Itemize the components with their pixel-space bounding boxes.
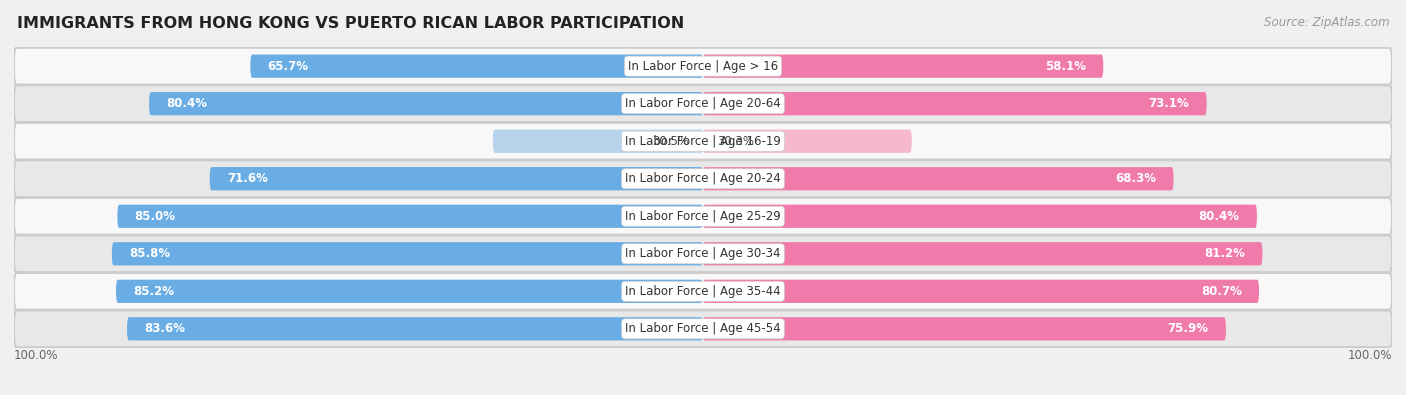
Text: 85.0%: 85.0% <box>135 210 176 223</box>
FancyBboxPatch shape <box>127 317 703 340</box>
FancyBboxPatch shape <box>14 85 1392 122</box>
Text: In Labor Force | Age 20-24: In Labor Force | Age 20-24 <box>626 172 780 185</box>
Text: In Labor Force | Age > 16: In Labor Force | Age > 16 <box>628 60 778 73</box>
Text: In Labor Force | Age 16-19: In Labor Force | Age 16-19 <box>626 135 780 148</box>
FancyBboxPatch shape <box>703 167 1174 190</box>
FancyBboxPatch shape <box>494 130 703 153</box>
Text: In Labor Force | Age 35-44: In Labor Force | Age 35-44 <box>626 285 780 298</box>
FancyBboxPatch shape <box>14 48 1392 85</box>
FancyBboxPatch shape <box>703 242 1263 265</box>
FancyBboxPatch shape <box>149 92 703 115</box>
Text: 80.7%: 80.7% <box>1201 285 1241 298</box>
Text: 75.9%: 75.9% <box>1167 322 1209 335</box>
Text: 68.3%: 68.3% <box>1115 172 1156 185</box>
FancyBboxPatch shape <box>14 198 1392 235</box>
FancyBboxPatch shape <box>14 310 1392 347</box>
FancyBboxPatch shape <box>14 160 1392 197</box>
FancyBboxPatch shape <box>703 205 1257 228</box>
Text: 71.6%: 71.6% <box>226 172 267 185</box>
FancyBboxPatch shape <box>703 280 1258 303</box>
FancyBboxPatch shape <box>703 130 911 153</box>
Text: In Labor Force | Age 30-34: In Labor Force | Age 30-34 <box>626 247 780 260</box>
Text: Source: ZipAtlas.com: Source: ZipAtlas.com <box>1264 16 1389 29</box>
FancyBboxPatch shape <box>14 235 1392 272</box>
Text: 100.0%: 100.0% <box>1347 350 1392 363</box>
Text: In Labor Force | Age 45-54: In Labor Force | Age 45-54 <box>626 322 780 335</box>
FancyBboxPatch shape <box>117 205 703 228</box>
Text: 30.5%: 30.5% <box>652 135 689 148</box>
Text: 83.6%: 83.6% <box>145 322 186 335</box>
FancyBboxPatch shape <box>112 242 703 265</box>
Text: 85.8%: 85.8% <box>129 247 170 260</box>
Text: 80.4%: 80.4% <box>166 97 207 110</box>
FancyBboxPatch shape <box>703 55 1104 78</box>
Text: 58.1%: 58.1% <box>1045 60 1085 73</box>
FancyBboxPatch shape <box>703 317 1226 340</box>
Text: In Labor Force | Age 20-64: In Labor Force | Age 20-64 <box>626 97 780 110</box>
Text: 80.4%: 80.4% <box>1199 210 1240 223</box>
Text: IMMIGRANTS FROM HONG KONG VS PUERTO RICAN LABOR PARTICIPATION: IMMIGRANTS FROM HONG KONG VS PUERTO RICA… <box>17 16 685 31</box>
Text: 85.2%: 85.2% <box>134 285 174 298</box>
FancyBboxPatch shape <box>703 92 1206 115</box>
FancyBboxPatch shape <box>117 280 703 303</box>
Text: 65.7%: 65.7% <box>267 60 308 73</box>
Text: 30.3%: 30.3% <box>717 135 754 148</box>
Text: 73.1%: 73.1% <box>1149 97 1189 110</box>
Text: In Labor Force | Age 25-29: In Labor Force | Age 25-29 <box>626 210 780 223</box>
FancyBboxPatch shape <box>14 273 1392 310</box>
FancyBboxPatch shape <box>250 55 703 78</box>
Text: 100.0%: 100.0% <box>14 350 59 363</box>
Text: 81.2%: 81.2% <box>1205 247 1246 260</box>
FancyBboxPatch shape <box>14 123 1392 160</box>
FancyBboxPatch shape <box>209 167 703 190</box>
